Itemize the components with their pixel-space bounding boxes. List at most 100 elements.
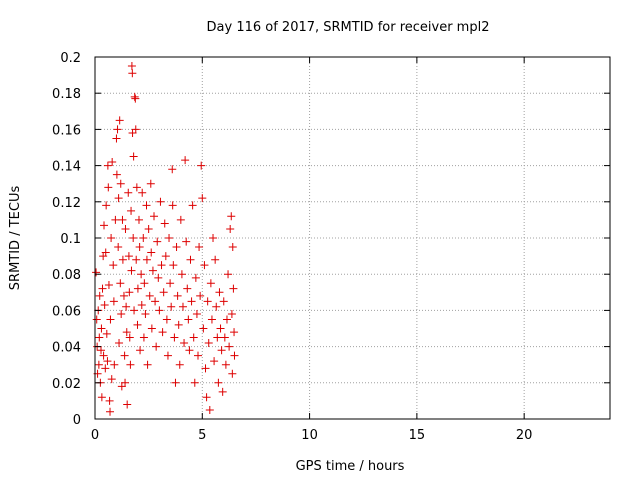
data-point (202, 393, 211, 402)
data-point (127, 206, 136, 215)
data-point (130, 92, 139, 101)
data-point (121, 378, 130, 387)
data-point (216, 324, 225, 333)
data-point (209, 234, 218, 242)
data-point (110, 360, 119, 369)
data-point (130, 306, 139, 315)
data-point (173, 291, 182, 300)
data-point (139, 234, 148, 242)
data-point (168, 201, 177, 210)
data-point (100, 221, 109, 230)
ticks: 0 5 10 15 20 0 0.02 0.04 0.06 0.08 0.1 0.12 0.14 0.16… (52, 51, 610, 443)
data-point (116, 279, 125, 288)
data-point (157, 261, 166, 270)
data-point (184, 315, 193, 324)
data-point (134, 215, 143, 224)
data-point (98, 284, 107, 293)
data-point (217, 346, 226, 355)
data-point (138, 188, 147, 197)
data-point (97, 324, 106, 333)
data-point (159, 288, 168, 297)
data-point (112, 170, 121, 179)
data-point (129, 234, 138, 242)
data-point (200, 261, 209, 270)
data-point (133, 284, 142, 293)
data-point (190, 378, 199, 387)
x-tick-label: 15 (409, 428, 426, 443)
x-tick-label: 5 (198, 428, 206, 443)
data-point (145, 291, 154, 300)
data-point (117, 310, 126, 319)
data-point (227, 212, 236, 221)
data-point (160, 219, 169, 228)
y-tick-label: 0.12 (52, 196, 81, 211)
data-point (117, 382, 126, 391)
data-point (107, 234, 116, 242)
data-point (181, 156, 190, 165)
data-point (102, 201, 111, 210)
chart-title: Day 116 of 2017, SRMTID for receiver mpl… (207, 20, 490, 35)
data-point (120, 351, 129, 360)
data-point (177, 270, 186, 279)
data-point (131, 125, 140, 134)
data-point (122, 302, 131, 311)
data-point (224, 270, 233, 279)
data-point (162, 315, 171, 324)
data-point (204, 338, 213, 347)
data-point (115, 116, 124, 125)
data-point (99, 351, 108, 360)
data-point (198, 194, 207, 203)
data-point (104, 183, 113, 192)
y-axis-label: SRMTID / TECUs (8, 186, 23, 291)
data-point (219, 297, 228, 306)
x-tick-label: 0 (91, 428, 99, 443)
data-point (107, 375, 116, 384)
data-point (221, 360, 230, 369)
data-point (124, 188, 133, 197)
data-point (230, 328, 239, 337)
data-point (151, 297, 160, 306)
data-point (167, 302, 176, 311)
data-point (174, 320, 183, 329)
data-point (147, 324, 156, 333)
data-point (211, 255, 220, 264)
data-point (122, 328, 131, 337)
data-point (139, 333, 148, 342)
data-point (153, 237, 162, 246)
data-point (142, 201, 151, 210)
y-tick-label: 0.1 (60, 232, 81, 247)
y-tick-label: 0.02 (52, 377, 81, 392)
data-point (147, 248, 156, 257)
data-point (100, 300, 109, 309)
data-point (154, 273, 163, 282)
data-point (135, 243, 144, 252)
data-point (131, 94, 140, 103)
data-point (118, 255, 127, 264)
data-point (112, 134, 121, 143)
data-point (213, 333, 222, 342)
data-point (207, 315, 216, 324)
data-point (113, 125, 122, 134)
y-tick-label: 0.04 (52, 341, 81, 356)
data-point (142, 255, 151, 264)
data-point (228, 243, 237, 252)
data-point (215, 288, 224, 297)
data-point (125, 333, 134, 342)
data-point (102, 329, 111, 338)
data-point (227, 310, 236, 319)
data-point (137, 270, 146, 279)
data-point (203, 297, 212, 306)
y-tick-label: 0 (73, 413, 81, 428)
x-axis-label: GPS time / hours (296, 459, 405, 474)
data-point (176, 215, 185, 224)
data-point (127, 62, 136, 71)
data-point (94, 360, 103, 369)
data-point (196, 291, 205, 300)
data-point (186, 255, 195, 264)
data-point (118, 215, 127, 224)
y-tick-label: 0.08 (52, 268, 81, 283)
data-point (172, 243, 181, 252)
data-point (129, 152, 138, 161)
data-point (169, 261, 178, 270)
grid (95, 57, 610, 419)
